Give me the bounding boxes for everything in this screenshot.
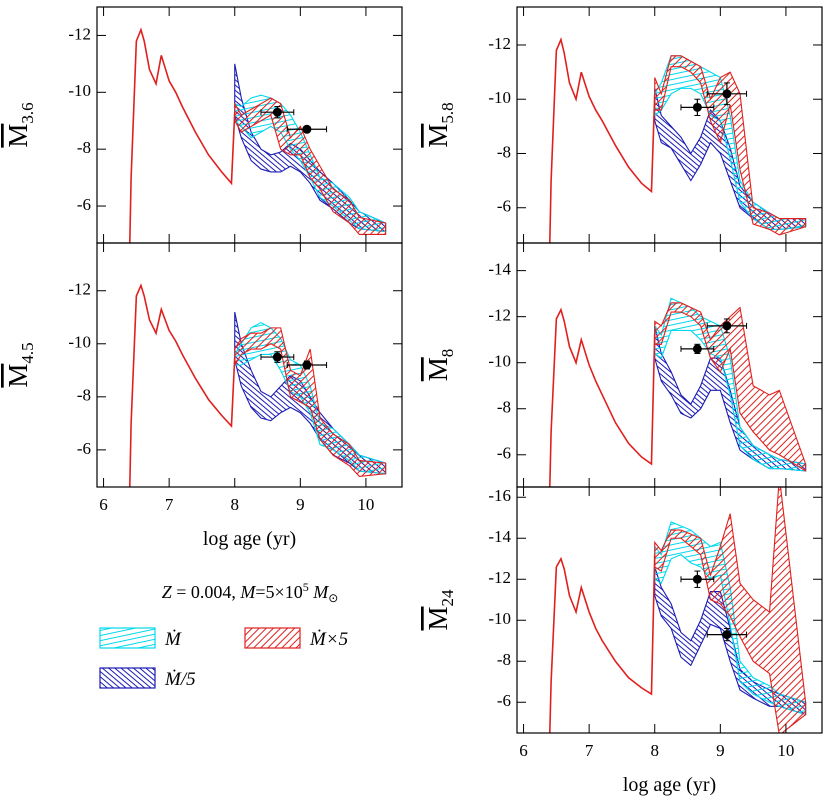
y-axis-label-subscript: 3.6 [18,102,37,123]
y-tick-label: -6 [497,197,511,216]
x-tick-label: 9 [296,495,305,514]
y-tick-label: -8 [497,142,511,161]
y-tick-label: -8 [77,386,91,405]
x-tick-label: 8 [650,741,659,760]
y-tick-label: -10 [488,609,511,628]
y-tick-label: -14 [488,527,511,546]
legend-label: Ṁ [164,629,182,650]
y-tick-label: -12 [488,306,511,325]
y-axis-label-symbol: M [3,124,33,148]
plot-area [548,297,807,487]
y-tick-label: -6 [497,691,511,710]
data-point [722,630,732,640]
y-tick-label: -6 [77,195,91,214]
y-tick-label: -16 [488,486,511,505]
legend-swatch [244,627,301,649]
band [234,97,387,236]
x-tick-label: 6 [519,741,528,760]
y-axis-label: M8 [423,349,457,382]
data-point [692,574,702,584]
x-tick-label: 10 [357,495,374,514]
plot-area [128,283,387,487]
y-axis-label: M3.6 [3,102,37,147]
y-axis-label-symbol: M [423,124,453,148]
data-point [272,107,282,117]
data-point [722,321,732,331]
y-axis-label-subscript: 8 [438,349,457,358]
y-tick-label: -10 [488,88,511,107]
x-axis-label: log age (yr) [623,774,716,796]
y-axis-label-symbol: M [423,606,453,630]
legend: Ṁ Ṁ/5 Ṁ×5 [99,627,348,690]
plot-area [548,37,807,243]
y-tick-label: -12 [488,568,511,587]
y-axis-label: M4.5 [3,342,37,387]
x-tick-label: 8 [230,495,239,514]
legend-swatch [99,627,156,649]
legend-swatch [99,667,156,689]
y-axis-label-symbol: M [3,364,33,388]
plot-area [128,27,387,243]
band [654,302,807,472]
y-axis-label-subscript: 5.8 [438,102,457,123]
track-line [548,554,656,733]
y-axis-label-subscript: 24 [438,589,457,607]
x-tick-label: 7 [585,741,594,760]
track-line [128,27,236,243]
legend-label: Ṁ/5 [164,669,196,690]
track-line [548,37,656,243]
y-tick-label: -12 [488,34,511,53]
y-tick-label: -6 [77,439,91,458]
y-tick-label: -10 [68,81,91,100]
y-tick-label: -10 [68,333,91,352]
annotation-part: Z [162,582,173,602]
x-tick-label: 9 [716,741,725,760]
annotation-part: M [309,582,330,602]
band [234,327,387,477]
annotation: Z = 0.004, M=5×105 M⊙ [162,580,339,605]
x-tick-label: 6 [99,495,108,514]
data-point [302,360,312,370]
legend-label: Ṁ×5 [309,629,348,650]
y-tick-label: -8 [497,398,511,417]
y-tick-label: -6 [497,444,511,463]
data-point [722,89,732,99]
y-axis-label: M24 [423,589,457,631]
track-line [548,307,656,487]
data-point [692,344,702,354]
band [234,63,387,233]
x-axis-label: log age (yr) [203,528,296,550]
panel-frame [516,486,823,734]
panel-frame [96,242,403,488]
annotation-part: 5 [303,580,309,594]
data-point [272,352,282,362]
y-axis-label-symbol: M [423,357,453,381]
y-tick-label: -12 [68,24,91,43]
plot-area [548,487,807,733]
annotation-part: M [239,582,256,602]
y-tick-label: -10 [488,352,511,371]
y-tick-label: -14 [488,260,511,279]
annotation-part: =5×10 [255,582,302,602]
data-point [692,102,702,112]
track-line [128,283,236,487]
band [654,487,807,733]
x-tick-label: 7 [165,495,174,514]
x-tick-label: 10 [777,741,794,760]
data-point [302,124,312,134]
y-axis-label: M5.8 [423,102,457,147]
annotation-part: ⊙ [328,591,338,605]
annotation-part: = 0.004, [172,582,241,602]
y-tick-label: -8 [77,138,91,157]
y-axis-label-subscript: 4.5 [18,342,37,363]
y-tick-label: -8 [497,650,511,669]
y-tick-label: -12 [68,280,91,299]
